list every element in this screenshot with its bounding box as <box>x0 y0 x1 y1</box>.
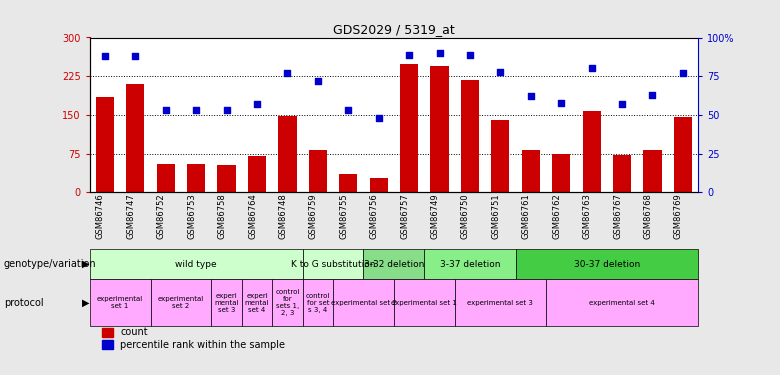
Point <box>646 92 658 98</box>
Bar <box>491 120 509 192</box>
Text: experi
mental
set 4: experi mental set 4 <box>245 293 269 313</box>
Text: GDS2029 / 5319_at: GDS2029 / 5319_at <box>333 22 455 36</box>
Point <box>555 99 567 105</box>
Text: GSM86769: GSM86769 <box>674 194 683 239</box>
Bar <box>303 279 333 326</box>
Point <box>615 101 628 107</box>
Text: K to G substitution: K to G substitution <box>291 260 375 268</box>
Bar <box>522 150 540 192</box>
Point <box>311 78 324 84</box>
Text: protocol: protocol <box>4 298 44 308</box>
Bar <box>339 174 357 192</box>
Text: GSM86749: GSM86749 <box>431 194 440 239</box>
Bar <box>242 279 272 326</box>
Text: 30-37 deletion: 30-37 deletion <box>574 260 640 268</box>
Point <box>372 115 385 121</box>
Text: GSM86750: GSM86750 <box>461 194 470 239</box>
Point <box>433 50 445 56</box>
Bar <box>431 66 448 192</box>
Text: GSM86753: GSM86753 <box>187 194 197 239</box>
Point <box>494 69 506 75</box>
Text: experimental
set 1: experimental set 1 <box>97 296 144 309</box>
Text: GSM86756: GSM86756 <box>370 194 379 239</box>
Point <box>402 51 415 57</box>
Text: GSM86752: GSM86752 <box>157 194 165 239</box>
Bar <box>309 150 327 192</box>
Text: 3-32 deletion: 3-32 deletion <box>363 260 424 268</box>
Text: control
for set
s 3, 4: control for set s 3, 4 <box>306 293 330 313</box>
Bar <box>674 117 692 192</box>
Bar <box>102 328 113 337</box>
Point <box>250 101 263 107</box>
Text: GSM86747: GSM86747 <box>126 194 136 239</box>
Bar <box>613 154 631 192</box>
Text: percentile rank within the sample: percentile rank within the sample <box>120 339 285 350</box>
Text: GSM86768: GSM86768 <box>644 194 652 239</box>
Bar <box>303 249 363 279</box>
Text: GSM86761: GSM86761 <box>522 194 530 239</box>
Bar <box>278 116 296 192</box>
Point <box>190 107 202 113</box>
Bar <box>90 279 151 326</box>
Text: GSM86746: GSM86746 <box>96 194 105 239</box>
Text: experimental set 1: experimental set 1 <box>392 300 457 306</box>
Bar <box>400 64 418 192</box>
Text: count: count <box>120 327 147 338</box>
Text: GSM86767: GSM86767 <box>613 194 622 239</box>
Bar <box>461 80 479 192</box>
Bar <box>157 164 175 192</box>
Text: GSM86755: GSM86755 <box>339 194 348 239</box>
Text: GSM86764: GSM86764 <box>248 194 257 239</box>
Bar <box>211 279 242 326</box>
Text: 3-37 deletion: 3-37 deletion <box>440 260 500 268</box>
Text: GSM86762: GSM86762 <box>552 194 562 239</box>
Point <box>281 70 293 76</box>
Point <box>676 70 689 76</box>
Text: GSM86751: GSM86751 <box>491 194 501 239</box>
Bar <box>151 279 211 326</box>
Text: GSM86757: GSM86757 <box>400 194 409 239</box>
Text: experimental set 4: experimental set 4 <box>589 300 655 306</box>
Text: genotype/variation: genotype/variation <box>4 259 97 269</box>
Bar <box>272 279 303 326</box>
Bar <box>126 84 144 192</box>
Bar <box>96 97 114 192</box>
Point <box>159 107 172 113</box>
Point <box>585 66 597 72</box>
Bar <box>394 279 455 326</box>
Text: experimental set 2: experimental set 2 <box>331 300 396 306</box>
Text: experimental set 3: experimental set 3 <box>467 300 534 306</box>
Bar <box>644 150 661 192</box>
Text: ▶: ▶ <box>82 259 90 269</box>
Bar <box>424 249 516 279</box>
Text: experimental
set 2: experimental set 2 <box>158 296 204 309</box>
Text: control
for
sets 1,
2, 3: control for sets 1, 2, 3 <box>275 289 300 316</box>
Bar <box>363 249 424 279</box>
Bar <box>248 156 266 192</box>
Text: ▶: ▶ <box>82 298 90 308</box>
Bar <box>218 165 236 192</box>
Text: GSM86748: GSM86748 <box>278 194 287 239</box>
Bar <box>516 249 698 279</box>
Bar <box>333 279 394 326</box>
Bar <box>546 279 698 326</box>
Point <box>220 107 232 113</box>
Bar <box>90 249 303 279</box>
Bar <box>370 178 388 192</box>
Text: wild type: wild type <box>176 260 217 268</box>
Point <box>98 53 112 59</box>
Point <box>524 93 537 99</box>
Text: GSM86759: GSM86759 <box>309 194 318 239</box>
Bar <box>583 111 601 192</box>
Point <box>342 107 354 113</box>
Bar <box>102 340 113 349</box>
Point <box>129 53 142 59</box>
Bar <box>187 164 205 192</box>
Point <box>463 51 476 57</box>
Text: experi
mental
set 3: experi mental set 3 <box>215 293 239 313</box>
Bar <box>552 154 570 192</box>
Bar <box>455 279 546 326</box>
Text: GSM86758: GSM86758 <box>218 194 226 239</box>
Text: GSM86763: GSM86763 <box>583 194 591 239</box>
